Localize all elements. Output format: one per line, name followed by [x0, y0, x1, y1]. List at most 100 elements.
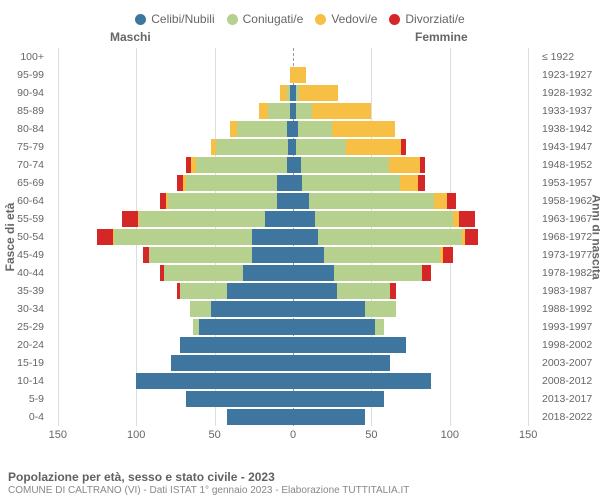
bar-segment	[237, 121, 287, 137]
bar-row	[0, 175, 600, 191]
male-header: Maschi	[110, 30, 151, 44]
female-bar	[293, 391, 384, 407]
x-tick-label: 100	[441, 429, 459, 441]
bar-segment	[293, 193, 309, 209]
male-bar	[160, 193, 293, 209]
x-tick-label: 0	[290, 429, 296, 441]
bar-row	[0, 121, 600, 137]
legend-item: Vedovi/e	[315, 12, 377, 26]
bar-segment	[443, 247, 452, 263]
side-headers: Maschi Femmine	[0, 30, 600, 48]
bar-segment	[180, 283, 227, 299]
legend: Celibi/NubiliConiugati/eVedovi/eDivorzia…	[0, 0, 600, 30]
bar-segment	[277, 175, 293, 191]
bar-segment	[227, 409, 293, 425]
bar-row	[0, 283, 600, 299]
bar-segment	[149, 247, 252, 263]
legend-label: Vedovi/e	[331, 12, 377, 26]
bar-segment	[332, 121, 395, 137]
x-tick-label: 150	[49, 429, 67, 441]
bar-segment	[365, 301, 396, 317]
female-bar	[293, 409, 365, 425]
female-bar	[293, 67, 306, 83]
caption-title: Popolazione per età, sesso e stato civil…	[8, 470, 409, 484]
bar-row	[0, 229, 600, 245]
bar-segment	[265, 211, 293, 227]
bar-segment	[227, 283, 293, 299]
legend-dot-icon	[389, 14, 400, 25]
bar-segment	[315, 211, 453, 227]
bar-row	[0, 211, 600, 227]
male-bar	[230, 121, 293, 137]
bar-row	[0, 157, 600, 173]
bar-segment	[211, 301, 293, 317]
female-bar	[293, 193, 456, 209]
bar-segment	[216, 139, 288, 155]
bar-row	[0, 67, 600, 83]
female-bar	[293, 283, 396, 299]
bar-segment	[139, 211, 264, 227]
bar-segment	[337, 283, 390, 299]
bar-segment	[252, 247, 293, 263]
bar-segment	[171, 355, 293, 371]
bar-segment	[447, 193, 456, 209]
bar-segment	[293, 67, 306, 83]
male-bar	[177, 283, 293, 299]
bar-segment	[375, 319, 384, 335]
bar-segment	[168, 193, 278, 209]
male-bar	[97, 229, 293, 245]
bar-segment	[293, 247, 324, 263]
female-bar	[293, 247, 453, 263]
bar-segment	[346, 139, 401, 155]
male-bar	[190, 301, 293, 317]
x-tick-label: 50	[365, 429, 377, 441]
legend-label: Coniugati/e	[243, 12, 304, 26]
bar-segment	[196, 157, 287, 173]
bar-segment	[293, 301, 365, 317]
bar-segment	[401, 139, 406, 155]
bar-row	[0, 49, 600, 65]
plot-area: Fasce di età Anni di nascita 15010050050…	[0, 48, 600, 443]
bar-segment	[293, 391, 384, 407]
female-bar	[293, 337, 406, 353]
bar-segment	[422, 265, 431, 281]
male-bar	[122, 211, 293, 227]
male-bar	[186, 157, 293, 173]
female-bar	[293, 355, 390, 371]
bar-segment	[180, 337, 293, 353]
bar-segment	[434, 193, 447, 209]
bar-segment	[97, 229, 113, 245]
legend-item: Divorziati/e	[389, 12, 464, 26]
female-bar	[293, 229, 478, 245]
bar-segment	[296, 139, 346, 155]
bar-segment	[114, 229, 252, 245]
bar-row	[0, 301, 600, 317]
male-bar	[186, 391, 293, 407]
bar-segment	[293, 319, 375, 335]
male-bar	[136, 373, 293, 389]
bar-row	[0, 391, 600, 407]
bar-row	[0, 193, 600, 209]
bar-row	[0, 103, 600, 119]
bar-row	[0, 319, 600, 335]
female-bar	[293, 301, 396, 317]
male-bar	[180, 337, 293, 353]
male-bar	[280, 85, 293, 101]
male-bar	[177, 175, 293, 191]
bar-segment	[296, 103, 312, 119]
female-bar	[293, 319, 384, 335]
bar-segment	[293, 175, 302, 191]
legend-dot-icon	[135, 14, 146, 25]
x-tick-label: 50	[208, 429, 220, 441]
bar-segment	[164, 265, 242, 281]
bar-segment	[299, 85, 338, 101]
female-header: Femmine	[415, 30, 468, 44]
bar-segment	[293, 337, 406, 353]
bar-segment	[268, 103, 290, 119]
legend-dot-icon	[315, 14, 326, 25]
male-bar	[160, 265, 293, 281]
bar-segment	[420, 157, 425, 173]
bar-segment	[277, 193, 293, 209]
male-bar	[193, 319, 293, 335]
female-bar	[293, 121, 395, 137]
